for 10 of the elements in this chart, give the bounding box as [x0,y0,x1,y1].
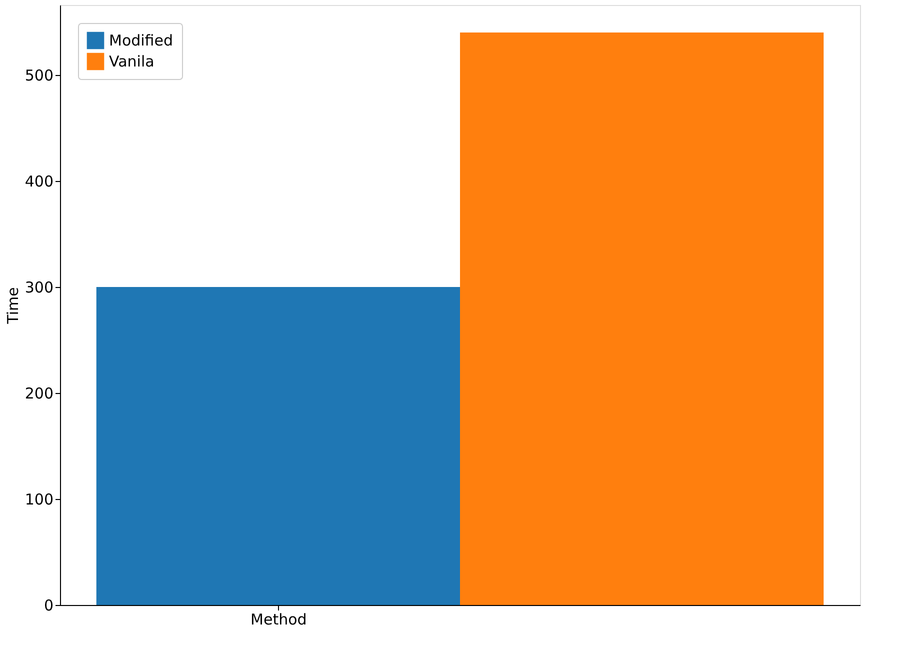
y-tick-label: 500 [24,66,54,84]
y-tick-label: 200 [24,384,54,402]
y-tick-label: 400 [24,172,54,190]
y-tick-label: 0 [44,596,54,614]
y-tick-label: 300 [24,278,54,296]
legend-label: Modified [109,32,174,50]
x-tick-label: Method [250,610,307,628]
legend-label: Vanila [109,52,154,70]
y-axis-title: Time [4,287,22,325]
y-tick-label: 100 [24,490,54,508]
